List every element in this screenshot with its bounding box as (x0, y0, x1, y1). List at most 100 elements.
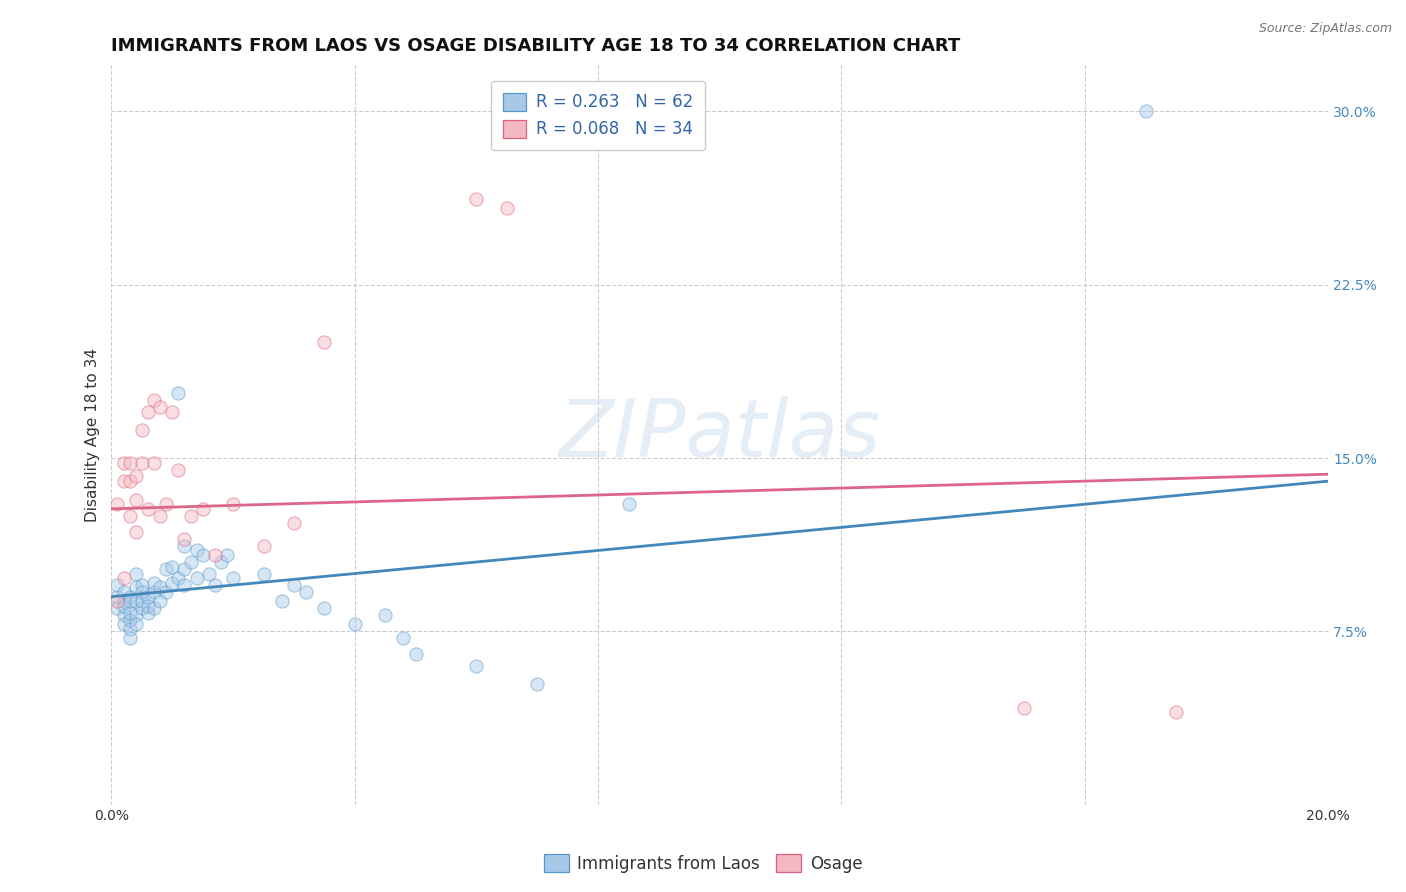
Point (107, 590, 129, 604)
Point (173, 562, 195, 576)
Point (131, 578, 153, 592)
Point (107, 601, 129, 615)
Text: ZIPatlas: ZIPatlas (558, 396, 882, 474)
Point (204, 548, 226, 562)
Point (191, 548, 214, 562)
Point (131, 456, 153, 470)
Point (112, 608, 135, 623)
Point (149, 508, 172, 523)
Point (392, 632, 415, 646)
Point (112, 474, 135, 488)
Point (107, 497, 129, 511)
Point (125, 608, 148, 623)
Point (107, 578, 129, 592)
Point (167, 386, 190, 401)
Point (374, 608, 396, 623)
Point (162, 559, 184, 574)
Point (125, 492, 148, 507)
Point (173, 578, 195, 592)
Point (131, 585, 153, 599)
Point (465, 192, 488, 206)
Point (314, 601, 336, 615)
Point (155, 585, 177, 599)
Point (1164, 705, 1187, 719)
Point (222, 571, 245, 585)
Point (143, 456, 166, 470)
Point (149, 400, 172, 414)
Legend: R = 0.263   N = 62, R = 0.068   N = 34: R = 0.263 N = 62, R = 0.068 N = 34 (491, 81, 704, 150)
Point (186, 571, 208, 585)
Point (167, 571, 190, 585)
Point (125, 594, 148, 608)
Point (405, 648, 427, 662)
Text: Source: ZipAtlas.com: Source: ZipAtlas.com (1258, 22, 1392, 36)
Point (125, 524, 148, 539)
Point (179, 508, 201, 523)
Point (136, 599, 159, 613)
Point (252, 539, 274, 553)
Point (252, 566, 274, 581)
Point (136, 501, 159, 516)
Point (125, 581, 148, 595)
Point (204, 578, 226, 592)
Point (118, 456, 141, 470)
Point (1012, 700, 1035, 714)
Point (465, 659, 488, 673)
Point (112, 599, 135, 613)
Point (125, 617, 148, 632)
Point (162, 405, 184, 419)
Point (118, 613, 141, 627)
Point (112, 585, 135, 599)
Point (118, 474, 141, 488)
Point (155, 562, 177, 576)
Point (112, 571, 135, 585)
Point (118, 632, 141, 646)
Point (149, 581, 172, 595)
Point (191, 501, 214, 516)
Point (283, 578, 305, 592)
Point (343, 617, 366, 632)
Point (314, 335, 336, 350)
Point (1135, 104, 1157, 119)
Point (215, 548, 238, 562)
Point (143, 575, 166, 590)
Point (149, 594, 172, 608)
Y-axis label: Disability Age 18 to 34: Disability Age 18 to 34 (86, 348, 100, 522)
Point (112, 594, 135, 608)
Point (118, 606, 141, 620)
Point (295, 585, 318, 599)
Point (136, 606, 159, 620)
Point (143, 393, 166, 408)
Point (173, 532, 195, 546)
Point (125, 566, 148, 581)
Point (112, 456, 135, 470)
Point (118, 594, 141, 608)
Legend: Immigrants from Laos, Osage: Immigrants from Laos, Osage (537, 847, 869, 880)
Point (118, 590, 141, 604)
Point (162, 575, 184, 590)
Point (112, 617, 135, 632)
Point (136, 405, 159, 419)
Point (155, 497, 177, 511)
Point (118, 622, 141, 636)
Point (283, 516, 305, 530)
Point (136, 590, 159, 604)
Point (173, 539, 195, 553)
Point (197, 566, 219, 581)
Point (179, 555, 201, 569)
Point (186, 543, 208, 558)
Point (209, 555, 232, 569)
Point (167, 462, 190, 476)
Point (131, 594, 153, 608)
Point (125, 469, 148, 483)
Point (617, 497, 640, 511)
Point (131, 601, 153, 615)
Point (270, 594, 292, 608)
Point (222, 497, 245, 511)
Point (143, 601, 166, 615)
Text: IMMIGRANTS FROM LAOS VS OSAGE DISABILITY AGE 18 TO 34 CORRELATION CHART: IMMIGRANTS FROM LAOS VS OSAGE DISABILITY… (111, 37, 960, 55)
Point (118, 508, 141, 523)
Point (526, 677, 548, 691)
Point (131, 423, 153, 437)
Point (496, 202, 519, 216)
